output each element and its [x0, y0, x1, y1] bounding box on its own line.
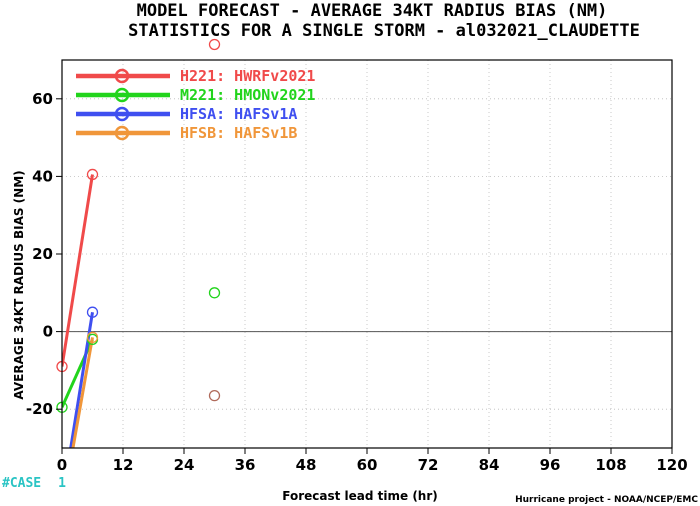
legend-label-3: HFSB: HAFSv1B — [180, 124, 297, 142]
legend-marker-3 — [114, 125, 130, 141]
case-count-0: 1 — [58, 476, 66, 491]
x-tick-label: 48 — [296, 456, 317, 474]
case-counts: 1 — [58, 476, 66, 491]
isolated-point-1 — [208, 287, 221, 299]
x-tick-label: 12 — [113, 456, 134, 474]
series-line-2 — [69, 311, 94, 448]
series-line-0 — [62, 174, 94, 367]
x-tick-label: 108 — [595, 456, 626, 474]
y-tick-label: 0 — [43, 323, 53, 341]
x-ticks: 0 12 24 36 48 60 72 84 96 108 120 — [57, 448, 688, 474]
y-tick-label: 60 — [32, 90, 53, 108]
x-tick-label: 36 — [235, 456, 256, 474]
series-line-3 — [71, 337, 94, 448]
series-markers — [56, 38, 221, 413]
x-tick-label: 0 — [57, 456, 67, 474]
isolated-point-2 — [208, 389, 221, 402]
y-tick-label: 20 — [32, 245, 53, 263]
y-ticks: -20 0 20 40 60 — [26, 90, 62, 418]
x-tick-label: 120 — [656, 456, 687, 474]
case-label: #CASE — [2, 476, 41, 491]
series-lines — [62, 174, 94, 448]
isolated-point-0 — [208, 38, 221, 51]
x-tick-label: 72 — [418, 456, 439, 474]
y-tick-label: 40 — [32, 167, 53, 185]
legend-label-1: M221: HMONv2021 — [180, 86, 315, 104]
y-axis-label: AVERAGE 34KT RADIUS BIAS (NM) — [12, 170, 26, 399]
credit-text: Hurricane project - NOAA/NCEP/EMC — [515, 495, 698, 505]
series-point-3 — [86, 331, 99, 344]
legend-label-2: HFSA: HAFSv1A — [180, 105, 297, 123]
x-tick-label: 24 — [174, 456, 195, 474]
x-tick-label: 84 — [479, 456, 500, 474]
legend-marker-1 — [114, 87, 130, 103]
y-tick-label: -20 — [26, 400, 53, 418]
grid — [62, 60, 672, 448]
legend-marker-2 — [114, 106, 130, 122]
series-point-0 — [86, 168, 99, 181]
series-point-2 — [86, 306, 99, 318]
x-axis-label: Forecast lead time (hr) — [282, 489, 438, 503]
legend-label-0: H221: HWRFv2021 — [180, 67, 315, 85]
chart-title: MODEL FORECAST - AVERAGE 34KT RADIUS BIA… — [137, 1, 608, 21]
x-tick-label: 60 — [357, 456, 378, 474]
x-tick-label: 96 — [540, 456, 561, 474]
chart-subtitle: STATISTICS FOR A SINGLE STORM - al032021… — [128, 21, 640, 41]
legend-marker-0 — [114, 68, 130, 84]
